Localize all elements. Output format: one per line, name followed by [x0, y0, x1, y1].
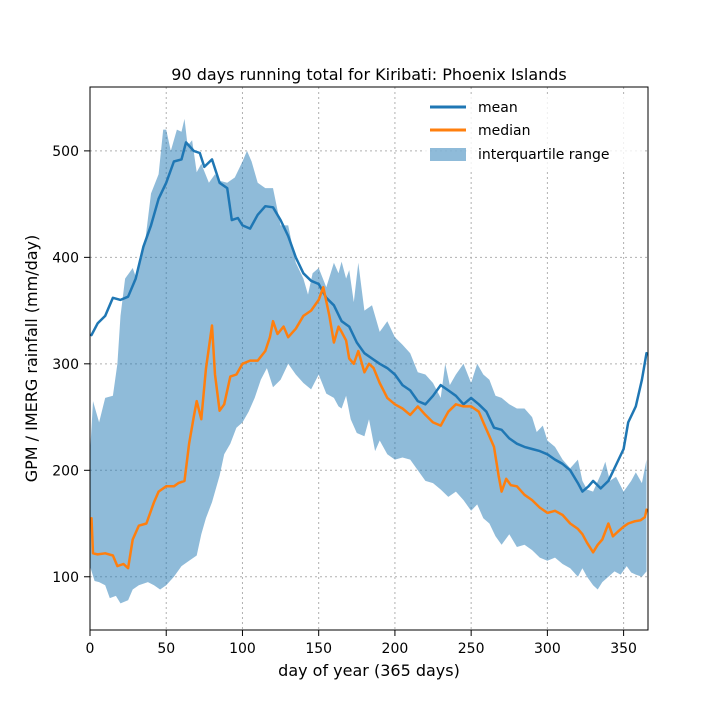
- x-axis-label: day of year (365 days): [278, 661, 460, 680]
- x-tick-label: 100: [229, 641, 256, 657]
- axis-ticks: 0 50 100 150 200 250 300 350 100 200 300 400 500: [52, 144, 637, 657]
- legend-median-label: median: [478, 123, 530, 139]
- y-tick-label: 300: [52, 357, 79, 373]
- y-tick-label: 100: [52, 570, 79, 586]
- legend-band-label: interquartile range: [478, 147, 610, 163]
- y-tick-label: 500: [52, 144, 79, 160]
- x-tick-label: 250: [458, 641, 485, 657]
- plot-content: [90, 118, 648, 604]
- x-tick-label: 0: [86, 641, 95, 657]
- legend: mean median interquartile range: [422, 95, 642, 171]
- y-tick-label: 400: [52, 250, 79, 266]
- y-axis-label: GPM / IMERG rainfall (mm/day): [22, 235, 41, 483]
- x-tick-label: 350: [610, 641, 637, 657]
- legend-mean-label: mean: [478, 100, 518, 116]
- x-tick-label: 200: [382, 641, 409, 657]
- median-line: [90, 285, 648, 570]
- x-tick-label: 300: [534, 641, 561, 657]
- x-tick-label: 50: [157, 641, 175, 657]
- mean-line: [90, 141, 648, 493]
- plot-frame: [89, 86, 649, 631]
- legend-band-swatch: [430, 148, 466, 161]
- y-tick-label: 200: [52, 463, 79, 479]
- x-tick-label: 150: [305, 641, 332, 657]
- plot-area: [90, 118, 648, 604]
- chart-title: 90 days running total for Kiribati: Phoe…: [171, 65, 567, 84]
